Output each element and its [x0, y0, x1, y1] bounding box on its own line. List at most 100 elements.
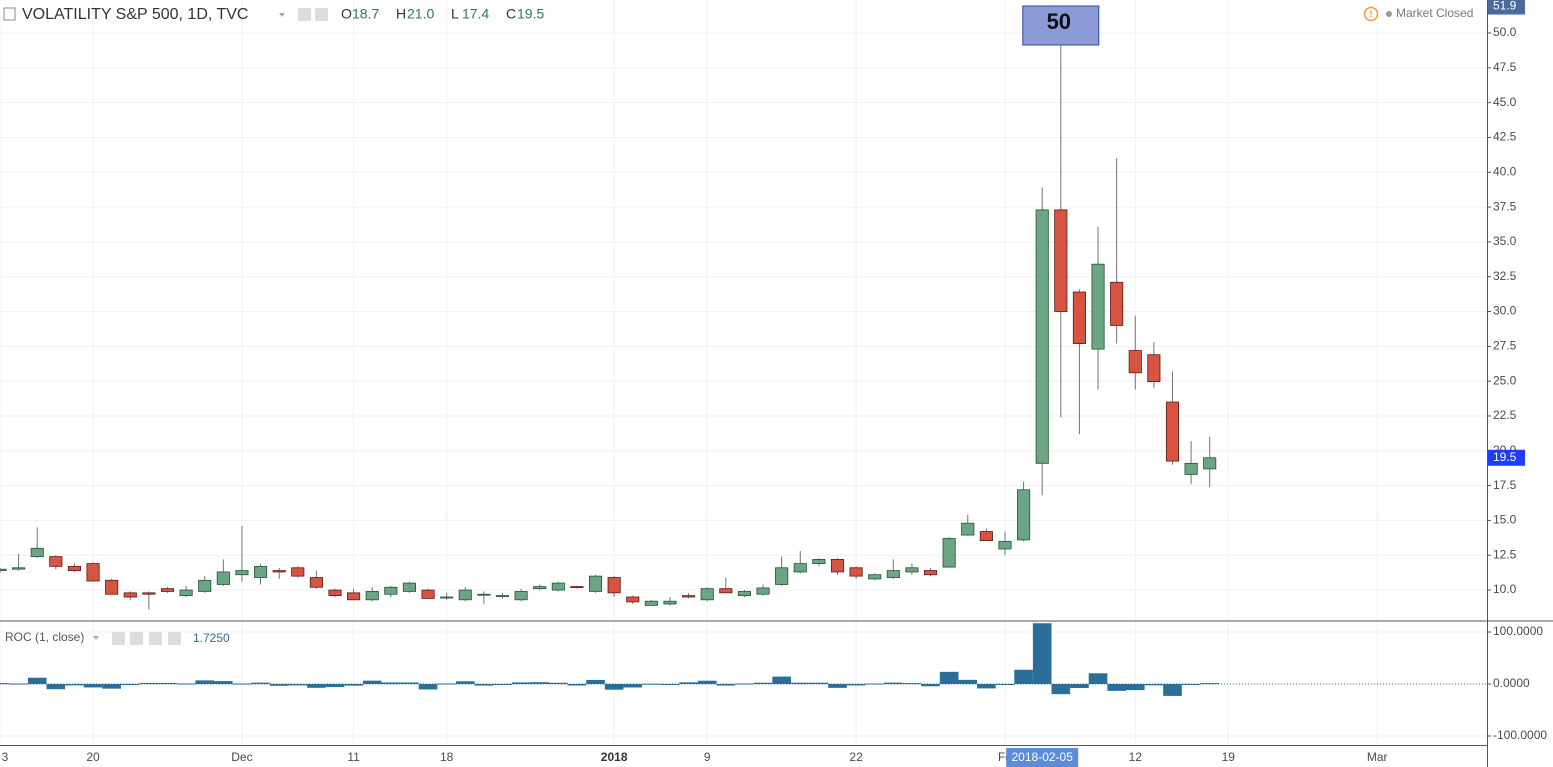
roc-bar [381, 682, 401, 685]
price-label: 45.0 [1493, 95, 1517, 109]
roc-bar [195, 680, 215, 685]
candle-body [533, 586, 547, 590]
candle-body [328, 589, 342, 597]
time-label: 19 [1222, 750, 1236, 764]
roc-bar [1070, 684, 1089, 689]
candle-body [254, 565, 268, 578]
roc-bar [586, 679, 605, 685]
roc-bar [716, 684, 736, 686]
indicator-dropdown[interactable] [93, 636, 99, 640]
roc-bar [418, 684, 438, 690]
candle-body [1017, 489, 1031, 541]
crosshair-price-label: 51.9 [1493, 0, 1517, 13]
candle-body [12, 567, 26, 570]
ohlc-key: O [341, 6, 352, 22]
candle-body [868, 574, 882, 580]
candle-body [105, 579, 119, 595]
roc-bar [865, 683, 885, 685]
indicator-settings[interactable] [130, 632, 143, 645]
roc-bar [214, 681, 233, 685]
candle-body [49, 556, 63, 567]
roc-bar [83, 684, 103, 688]
roc-bar [549, 682, 568, 685]
candle-body [1035, 209, 1049, 464]
candle-body [0, 568, 7, 571]
candle-body [700, 588, 714, 601]
candle-body [942, 538, 956, 568]
crosshair-price-tag [1488, 0, 1525, 15]
candle-body [1054, 209, 1068, 312]
roc-bar [139, 682, 159, 685]
roc-bar [27, 677, 47, 685]
ohlc-key: H [396, 6, 406, 22]
indicator-visibility[interactable] [112, 632, 125, 645]
price-label: 17.5 [1493, 478, 1517, 492]
candle-body [514, 591, 528, 601]
time-label: 20 [86, 750, 100, 764]
annotation-box [1022, 5, 1100, 46]
roc-bar [455, 681, 475, 685]
candle-body [440, 596, 454, 599]
price-label: 37.5 [1493, 199, 1517, 213]
status-icon[interactable] [1363, 6, 1379, 22]
price-label: 10.0 [1493, 582, 1517, 596]
symbol-title: VOLATILITY S&P 500, 1D, TVC [22, 6, 248, 23]
menu-icon[interactable] [3, 7, 16, 21]
roc-bar [474, 684, 494, 686]
price-label: 42.5 [1493, 130, 1517, 144]
ohlc-value: 21.0 [407, 6, 434, 22]
roc-bar [232, 683, 252, 685]
candle-body [682, 595, 696, 598]
roc-bar [1014, 669, 1033, 685]
last-price-tag [1488, 449, 1525, 466]
candle-body [961, 522, 975, 536]
candle-body [719, 588, 733, 594]
roc-bar [753, 682, 773, 685]
candle-body [644, 600, 658, 606]
candle-body [849, 567, 863, 577]
candle-body [198, 579, 212, 592]
candle-body [775, 567, 789, 585]
candle-body [495, 595, 510, 598]
candle-body [291, 567, 305, 577]
visibility-icon[interactable] [298, 8, 311, 21]
time-label: 22 [849, 750, 863, 764]
roc-bar [790, 682, 810, 685]
roc-bar [307, 684, 326, 688]
candle-body [123, 592, 137, 598]
price-label: 50.0 [1493, 25, 1517, 39]
settings-icon[interactable] [315, 8, 328, 21]
market-status: Market Closed [1396, 6, 1473, 20]
candle-body [67, 565, 81, 571]
roc-bar [46, 684, 66, 690]
candle-body [830, 559, 845, 573]
roc-label: 0.0000 [1493, 676, 1530, 690]
roc-bar [977, 684, 996, 689]
roc-bar [511, 682, 531, 685]
ohlc-value: 17.4 [462, 6, 489, 22]
roc-bar [772, 676, 791, 685]
candle-body [235, 570, 249, 576]
roc-bar [1051, 684, 1071, 695]
status-dot [1386, 11, 1392, 17]
candle-body [626, 596, 640, 603]
roc-bar [65, 684, 84, 686]
price-label: 30.0 [1493, 304, 1517, 318]
time-label: 12 [1129, 750, 1143, 764]
candle-body [756, 587, 770, 595]
candle-body [1165, 401, 1180, 462]
candle-body [365, 591, 379, 601]
candle-body [589, 575, 603, 592]
roc-bar [1163, 684, 1182, 696]
roc-bar [344, 684, 363, 686]
roc-bar [1107, 684, 1126, 691]
indicator-move[interactable] [149, 632, 162, 645]
indicator-remove[interactable] [168, 632, 181, 645]
dropdown-arrow[interactable] [279, 13, 285, 17]
candle-body [402, 582, 416, 592]
candle-body [179, 589, 193, 597]
time-label: 2018 [601, 750, 628, 764]
indicator-title: ROC (1, close) [5, 630, 84, 644]
